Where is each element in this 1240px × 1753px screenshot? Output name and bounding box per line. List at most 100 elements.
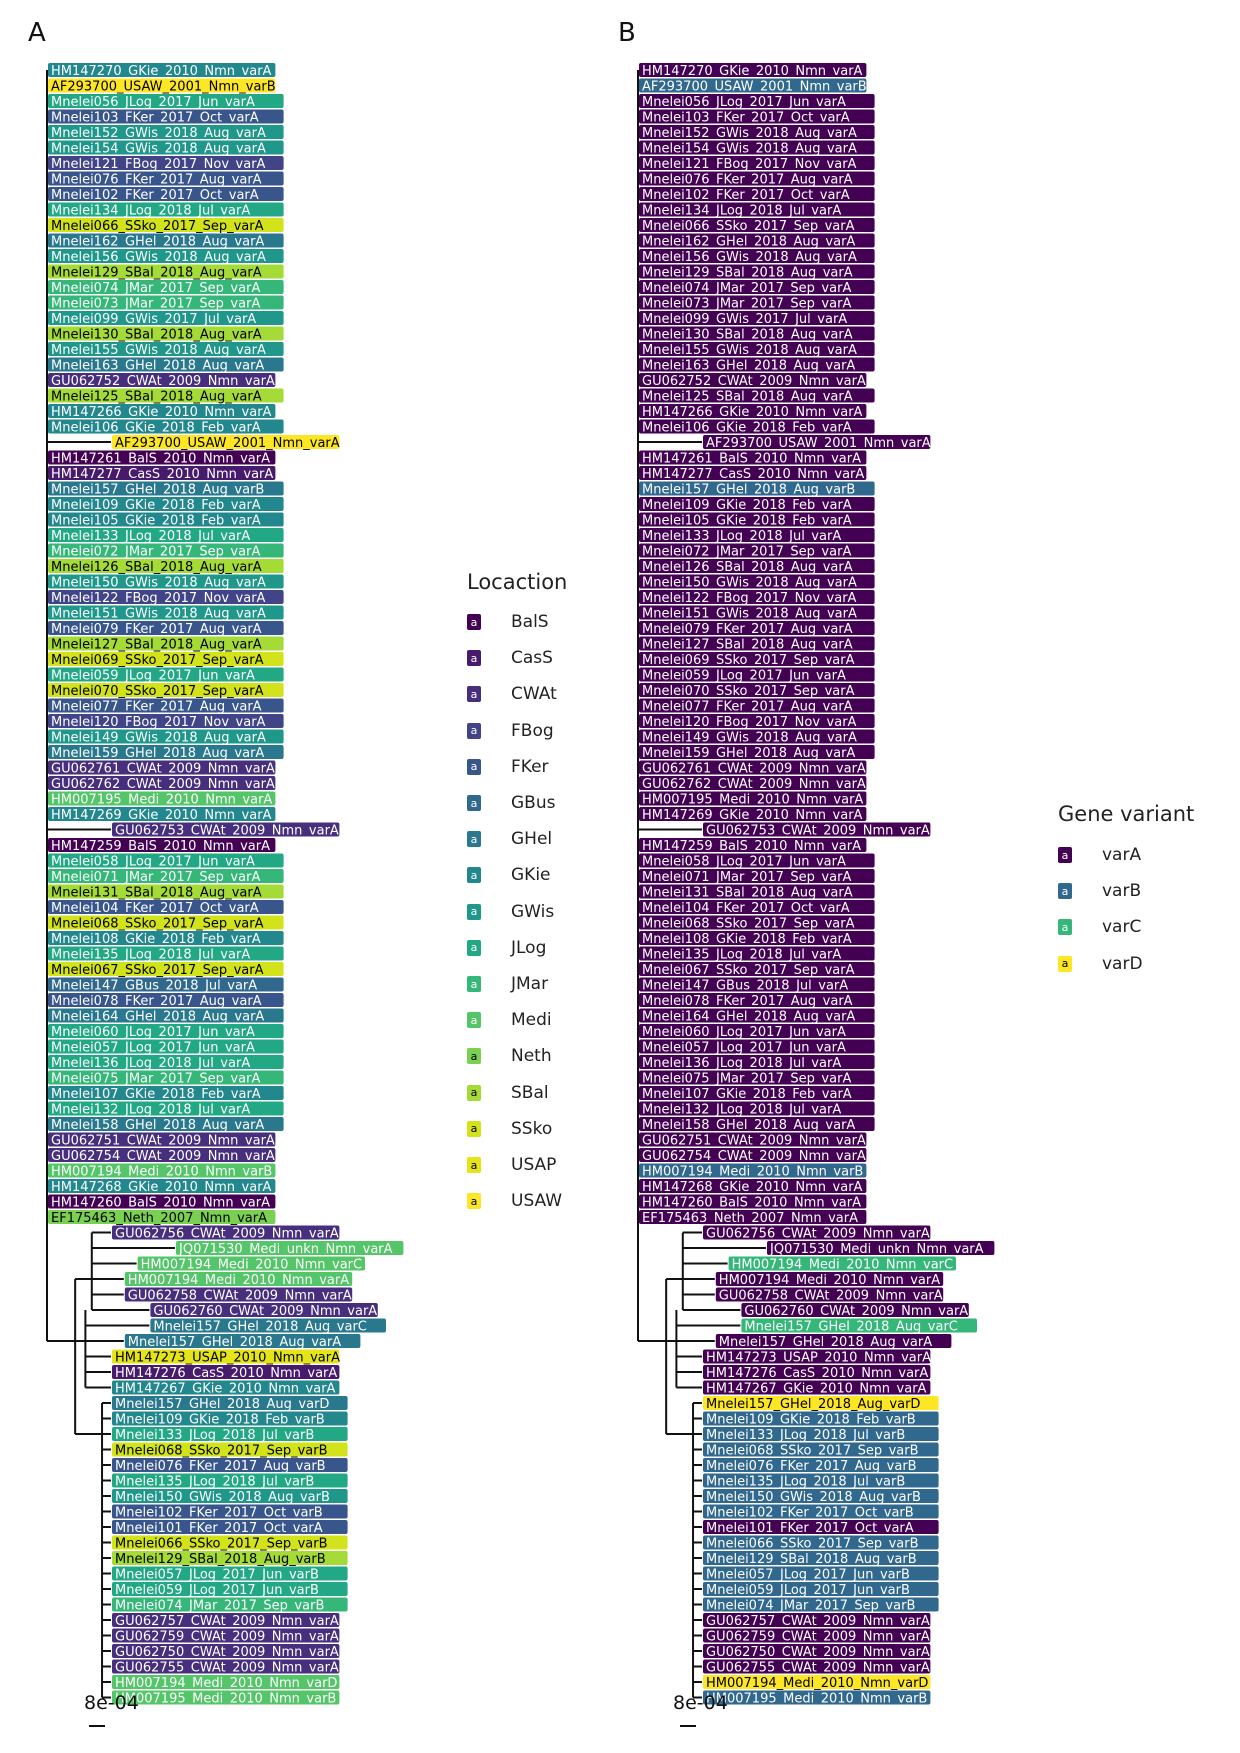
tree-b-tip-label-bg	[715, 1287, 944, 1302]
tree-a-tip-label: Mnelei102_FKer_2017_Oct_varB	[115, 1506, 323, 1521]
tree-b-tip-label-bg	[703, 1690, 931, 1705]
tree-b-tip-label: Mnelei066_SSko_2017_Sep_varB	[706, 1537, 919, 1552]
tree-b-tip-label: Mnelei074_JMar_2017_Sep_varB	[706, 1599, 915, 1614]
tree-b-tip-label-bg	[639, 931, 875, 945]
tree-a-tip-label-bg	[48, 125, 284, 139]
tree-b-tip-label-bg	[639, 419, 875, 434]
tree-a-tip-label-bg	[48, 1070, 284, 1085]
tree-b-tip-label-bg	[639, 63, 867, 77]
tree-b-tip-label: Mnelei068_SSko_2017_Sep_varB	[706, 1444, 919, 1459]
tree-b-tip-label-bg	[703, 1380, 931, 1395]
tree-b-tip-label-bg	[639, 962, 875, 976]
scale-bar-label-b: 8e-04	[673, 1692, 728, 1714]
tree-b-tip-label: Mnelei150_GWis_2018_Aug_varB	[706, 1490, 921, 1505]
tree-a-tip-label-bg	[48, 760, 276, 775]
tree-a-tip-label: Mnelei162_GHel_2018_Aug_varA	[51, 235, 264, 250]
tree-b-tip-label-bg	[639, 280, 875, 294]
tree-a-tip-label-bg	[112, 1225, 340, 1240]
tree-a-tip-label-bg	[112, 1396, 348, 1410]
tree-a-tip-label-bg	[48, 683, 284, 697]
tree-a-tip-label-bg	[112, 1597, 348, 1612]
legend-location-label: FBog	[511, 720, 554, 741]
tree-a-tip-label-bg	[48, 1117, 284, 1131]
tree-b-tip-label-bg	[639, 946, 875, 961]
tree-b-tip-label-bg	[639, 78, 867, 93]
tree-b-tip-label: Mnelei164_GHel_2018_Aug_varA	[642, 1010, 855, 1025]
tree-b-tip-label-bg	[639, 838, 867, 852]
tree-a-tip-label: Mnelei068_SSko_2017_Sep_varB	[115, 1444, 328, 1459]
tree-b-tip-label-bg	[639, 993, 875, 1007]
legend-variant-item-vara: a varA	[1058, 840, 1141, 870]
tree-a-tip-label: Mnelei067_SSko_2017_Sep_varA	[51, 963, 264, 978]
tree-b-tip-label: GU062761_CWAt_2009_Nmn_varA	[642, 762, 866, 777]
tree-b-tip-label-bg	[703, 1427, 939, 1441]
tree-a-tip-label-bg	[112, 1582, 348, 1596]
tree-b-tip-label-bg	[639, 109, 875, 124]
tree-a-tip-label: HM147277_CasS_2010_Nmn_varA	[51, 467, 273, 482]
tree-b-tip-label: HM147269_GKie_2010_Nmn_varA	[642, 808, 863, 823]
legend-location-key: a	[467, 722, 481, 739]
legend-location-key: a	[467, 867, 481, 884]
tree-a-tip-label-bg	[48, 1008, 284, 1023]
tree-a-tip-label: HM007194_Medi_2010_Nmn_varC	[141, 1258, 363, 1273]
tree-a-tip-label: HM147270_GKie_2010_Nmn_varA	[51, 64, 272, 79]
tree-b-tip-label: Mnelei156_GWis_2018_Aug_varA	[642, 250, 857, 265]
tree-a-tip-label-bg	[112, 1427, 348, 1441]
tree-b-tip-label: Mnelei101_FKer_2017_Oct_varA	[706, 1521, 914, 1536]
tree-b-tip-label: Mnelei059_JLog_2017_Jun_varB	[706, 1583, 910, 1598]
tree-b-tip-label-bg	[741, 1318, 977, 1333]
tree-b-tip-label-bg	[639, 807, 867, 821]
tree-a-tip-label: Mnelei076_FKer_2017_Aug_varB	[115, 1459, 326, 1474]
tree-a-tip-label-bg	[48, 729, 284, 744]
tree-b-tip-label: JQ071530_Medi_unkn_Nmn_varA	[769, 1242, 984, 1257]
tree-a-tip-label: AF293700_USAW_2001_Nmn_varA	[115, 436, 340, 451]
legend-variant-label: varA	[1102, 845, 1142, 865]
phylo-tree-variant: HM147270_GKie_2010_Nmn_varAAF293700_USAW…	[637, 63, 995, 1727]
tree-b-tip-label: HM147273_USAP_2010_Nmn_varA	[706, 1351, 931, 1366]
tree-b-tip-label: HM147276_CasS_2010_Nmn_varA	[706, 1366, 928, 1381]
tree-a-tip-label-bg	[48, 559, 284, 573]
tree-a-tip-label: HM007194_Medi_2010_Nmn_varA	[128, 1273, 349, 1288]
tree-a-tip-label-bg	[48, 171, 284, 186]
tree-b-tip-label-bg	[639, 311, 875, 325]
tree-b-tip-label: HM007194_Medi_2010_Nmn_varD	[706, 1676, 928, 1691]
tree-a-tip-label: Mnelei073_JMar_2017_Sep_varA	[51, 297, 260, 312]
legend-location-key: a	[467, 1193, 481, 1210]
tree-b-tip-label-bg	[639, 1179, 867, 1193]
tree-b-tip-label: EF175463_Neth_2007_Nmn_varA	[642, 1211, 858, 1226]
tree-b-tip-label-bg	[639, 187, 875, 201]
legend-location-item-jlog: a JLog	[467, 933, 546, 963]
tree-a-tip-label: Mnelei127_SBal_2018_Aug_varA	[51, 638, 262, 653]
tree-a-tip-label: Mnelei163_GHel_2018_Aug_varA	[51, 359, 264, 374]
tree-a-tip-label-bg	[48, 1024, 284, 1038]
tree-a-tip-label: Mnelei121_FBog_2017_Nov_varA	[51, 157, 266, 172]
tree-b-tip-label: Mnelei150_GWis_2018_Aug_varA	[642, 576, 857, 591]
tree-b-tip-label: AF293700_USAW_2001_Nmn_varB	[642, 80, 867, 95]
tree-b-tip-label: HM147277_CasS_2010_Nmn_varA	[642, 467, 864, 482]
tree-a-tip-label: HM147259_BalS_2010_Nmn_varA	[51, 839, 270, 854]
tree-a-tip-label: GU062755_CWAt_2009_Nmn_varA	[115, 1661, 339, 1676]
tree-b-tip-label-bg	[639, 869, 875, 883]
tree-b-tip-label-bg	[639, 497, 875, 511]
tree-b-tip-label: Mnelei057_JLog_2017_Jun_varA	[642, 1041, 846, 1056]
panel-label-b: B	[618, 18, 636, 48]
tree-b-tip-label-bg	[639, 373, 867, 387]
tree-a-tip-label: Mnelei059_JLog_2017_Jun_varA	[51, 669, 255, 684]
legend-location-key: a	[467, 1048, 481, 1065]
tree-b-tip-label-bg	[703, 1659, 931, 1674]
tree-b-tip-label-bg	[639, 636, 875, 651]
tree-b-tip-label-bg	[639, 481, 875, 496]
legend-location-label: Neth	[511, 1046, 552, 1067]
tree-b-tip-label-bg	[639, 667, 875, 682]
legend-variant-key: a	[1058, 955, 1072, 972]
legend-variant-item-vard: a varD	[1058, 949, 1143, 979]
tree-b-tip-label: HM147270_GKie_2010_Nmn_varA	[642, 64, 863, 79]
tree-b-tip-label: Mnelei060_JLog_2017_Jun_varA	[642, 1025, 846, 1040]
tree-b-tip-label-bg	[639, 264, 875, 279]
legend-location-label: USAP	[511, 1155, 557, 1175]
tree-a-tip-label-bg	[48, 838, 276, 852]
tree-b-tip-label-bg	[639, 683, 875, 697]
tree-b-tip-label: Mnelei069_SSko_2017_Sep_varA	[642, 653, 855, 668]
tree-a-tip-label: HM147267_GKie_2010_Nmn_varA	[115, 1382, 336, 1397]
tree-b-tip-label: Mnelei058_JLog_2017_Jun_varA	[642, 855, 846, 870]
